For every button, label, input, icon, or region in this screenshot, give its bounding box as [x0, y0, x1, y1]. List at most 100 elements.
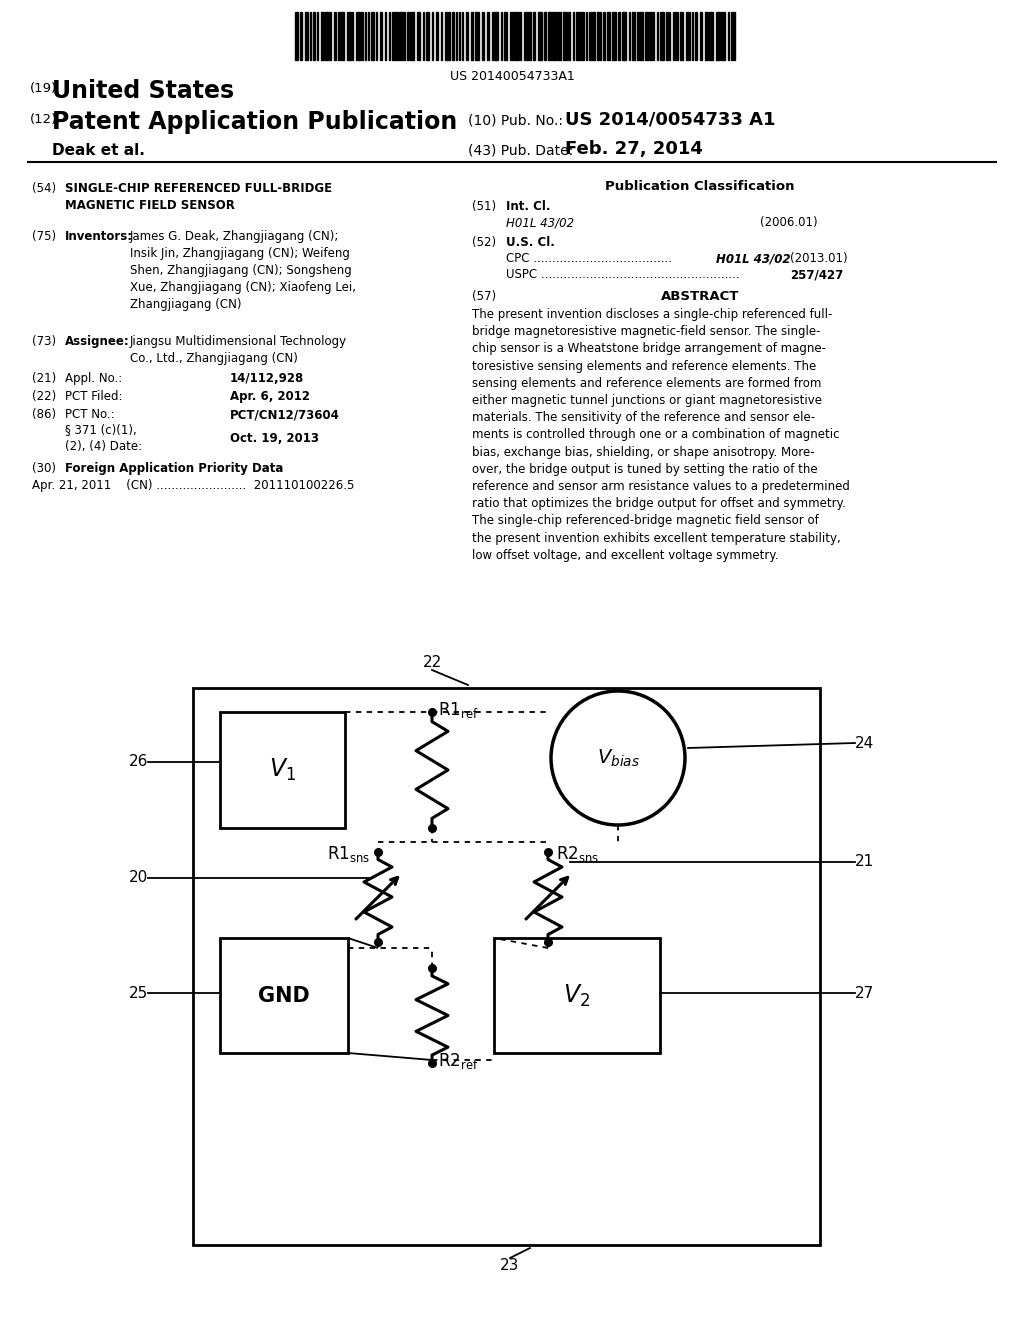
- Bar: [700, 12, 702, 59]
- Bar: [347, 12, 351, 59]
- Text: PCT No.:: PCT No.:: [65, 408, 115, 421]
- Bar: [686, 12, 690, 59]
- Bar: [557, 12, 561, 59]
- Text: 27: 27: [855, 986, 874, 1001]
- Text: 14/112,928: 14/112,928: [230, 372, 304, 385]
- Text: H01L 43/02: H01L 43/02: [716, 252, 791, 265]
- Bar: [666, 12, 668, 59]
- Bar: [548, 12, 551, 59]
- Bar: [552, 12, 556, 59]
- Text: Assignee:: Assignee:: [65, 335, 130, 348]
- Text: ABSTRACT: ABSTRACT: [660, 290, 739, 304]
- Bar: [504, 12, 507, 59]
- Bar: [510, 12, 513, 59]
- Bar: [575, 12, 580, 59]
- Bar: [534, 12, 535, 59]
- Text: PCT Filed:: PCT Filed:: [65, 389, 123, 403]
- Bar: [321, 12, 324, 59]
- Bar: [709, 12, 713, 59]
- Text: § 371 (c)(1),
(2), (4) Date:: § 371 (c)(1), (2), (4) Date:: [65, 422, 142, 453]
- Bar: [407, 12, 409, 59]
- Bar: [399, 12, 402, 59]
- Text: Foreign Application Priority Data: Foreign Application Priority Data: [65, 462, 284, 475]
- Bar: [338, 12, 340, 59]
- Bar: [487, 12, 489, 59]
- Text: 22: 22: [422, 655, 441, 671]
- Text: (12): (12): [30, 114, 57, 125]
- Bar: [417, 12, 420, 59]
- Text: U.S. Cl.: U.S. Cl.: [506, 236, 555, 249]
- Text: (22): (22): [32, 389, 56, 403]
- Bar: [356, 12, 360, 59]
- Text: 23: 23: [501, 1258, 520, 1272]
- Bar: [305, 12, 308, 59]
- Bar: [519, 12, 521, 59]
- Bar: [695, 12, 697, 59]
- Bar: [612, 12, 616, 59]
- Bar: [452, 12, 454, 59]
- Text: R2$_{\mathregular{sns}}$: R2$_{\mathregular{sns}}$: [556, 843, 599, 865]
- Text: 24: 24: [855, 735, 874, 751]
- Bar: [471, 12, 473, 59]
- Bar: [597, 12, 599, 59]
- Bar: [618, 12, 620, 59]
- Text: Deak et al.: Deak et al.: [52, 143, 144, 158]
- Bar: [410, 12, 414, 59]
- Text: (2006.01): (2006.01): [760, 216, 817, 228]
- Text: (54): (54): [32, 182, 56, 195]
- Text: US 20140054733A1: US 20140054733A1: [450, 70, 574, 83]
- Bar: [680, 12, 683, 59]
- Text: (51): (51): [472, 201, 496, 213]
- Bar: [592, 12, 595, 59]
- Text: PCT/CN12/73604: PCT/CN12/73604: [230, 408, 340, 421]
- Text: United States: United States: [52, 79, 234, 103]
- Text: $V_2$: $V_2$: [563, 982, 591, 1008]
- Bar: [526, 12, 528, 59]
- Bar: [475, 12, 479, 59]
- Bar: [544, 12, 546, 59]
- Text: R1$_{\mathregular{sns}}$: R1$_{\mathregular{sns}}$: [327, 843, 370, 865]
- Bar: [716, 12, 720, 59]
- Bar: [371, 12, 374, 59]
- Bar: [445, 12, 447, 59]
- Text: CPC .....................................: CPC ....................................…: [506, 252, 672, 265]
- Text: Patent Application Publication: Patent Application Publication: [52, 110, 458, 135]
- Text: (52): (52): [472, 236, 496, 249]
- Bar: [334, 12, 336, 59]
- Bar: [589, 12, 591, 59]
- Text: James G. Deak, Zhangjiagang (CN);
Insik Jin, Zhangjiagang (CN); Weifeng
Shen, Zh: James G. Deak, Zhangjiagang (CN); Insik …: [130, 230, 356, 312]
- Bar: [220, 939, 348, 1053]
- Bar: [607, 12, 610, 59]
- Text: (43) Pub. Date:: (43) Pub. Date:: [468, 143, 573, 157]
- Bar: [295, 12, 298, 59]
- Text: (73): (73): [32, 335, 56, 348]
- Text: US 2014/0054733 A1: US 2014/0054733 A1: [565, 110, 775, 128]
- Bar: [538, 12, 542, 59]
- Text: Inventors:: Inventors:: [65, 230, 133, 243]
- Bar: [361, 12, 362, 59]
- Text: (75): (75): [32, 230, 56, 243]
- Bar: [313, 12, 315, 59]
- Bar: [220, 711, 345, 828]
- Bar: [563, 12, 567, 59]
- Text: Int. Cl.: Int. Cl.: [506, 201, 551, 213]
- Bar: [436, 12, 438, 59]
- Bar: [705, 12, 708, 59]
- Text: (21): (21): [32, 372, 56, 385]
- Bar: [341, 12, 344, 59]
- Bar: [394, 12, 398, 59]
- Bar: [581, 12, 584, 59]
- Text: (10) Pub. No.:: (10) Pub. No.:: [468, 114, 563, 127]
- Bar: [426, 12, 429, 59]
- Text: (30): (30): [32, 462, 56, 475]
- Bar: [639, 12, 643, 59]
- Text: 26: 26: [129, 755, 148, 770]
- Text: Oct. 19, 2013: Oct. 19, 2013: [230, 432, 319, 445]
- Bar: [494, 12, 498, 59]
- Text: Feb. 27, 2014: Feb. 27, 2014: [565, 140, 702, 158]
- Bar: [721, 12, 725, 59]
- Text: (57): (57): [472, 290, 496, 304]
- Bar: [380, 12, 382, 59]
- Bar: [660, 12, 664, 59]
- Text: Appl. No.:: Appl. No.:: [65, 372, 122, 385]
